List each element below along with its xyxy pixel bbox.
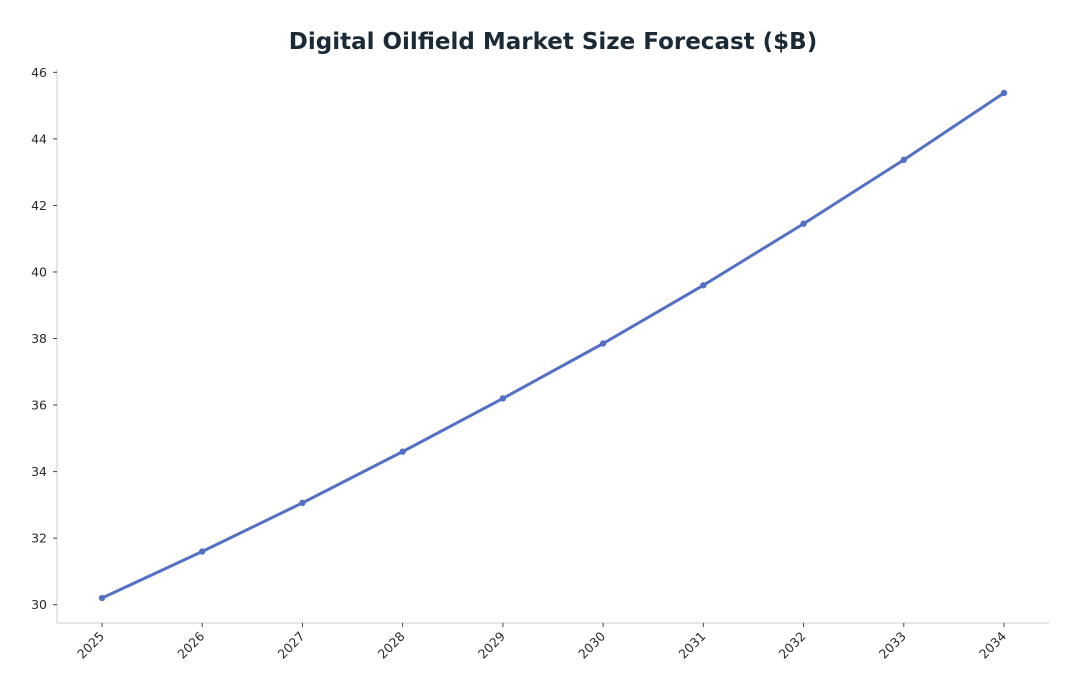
x-tick-label: 2030 [575, 628, 608, 661]
x-tick-label: 2027 [274, 629, 307, 662]
y-tick-label: 34 [31, 464, 47, 479]
y-tick-label: 30 [31, 597, 47, 612]
data-point [700, 282, 707, 289]
axes [56, 69, 1049, 624]
y-tick-label: 40 [31, 264, 47, 279]
data-point [98, 594, 106, 602]
x-ticks: 2025 2026 2027 2028 2029 2030 2031 2032 2033 2034 [74, 623, 1009, 662]
data-point [199, 548, 206, 555]
y-tick-label: 44 [31, 131, 47, 146]
data-point [599, 340, 607, 347]
series-line [100, 91, 1006, 600]
y-tick-label: 42 [31, 198, 47, 213]
data-point [800, 220, 807, 227]
x-tick-label: 2034 [976, 628, 1009, 661]
data-point [900, 156, 907, 164]
y-tick-label: 36 [31, 398, 47, 413]
data-point [299, 499, 306, 507]
y-ticks: 30 32 34 36 38 40 42 44 46 [31, 65, 57, 612]
x-tick-label: 2033 [876, 629, 909, 662]
y-tick-label: 46 [31, 65, 47, 80]
data-point [1000, 89, 1008, 97]
y-tick-label: 38 [31, 331, 47, 346]
series-group [98, 89, 1008, 602]
x-tick-label: 2032 [776, 629, 809, 662]
y-tick-label: 32 [31, 531, 47, 546]
x-tick-label: 2031 [675, 629, 708, 662]
x-tick-label: 2026 [174, 628, 207, 661]
x-tick-label: 2028 [375, 628, 408, 661]
data-point [399, 448, 406, 455]
data-point [499, 395, 507, 402]
x-tick-label: 2029 [475, 628, 508, 661]
chart-title: Digital Oilfield Market Size Forecast ($… [289, 29, 817, 55]
x-tick-label: 2025 [74, 629, 107, 662]
